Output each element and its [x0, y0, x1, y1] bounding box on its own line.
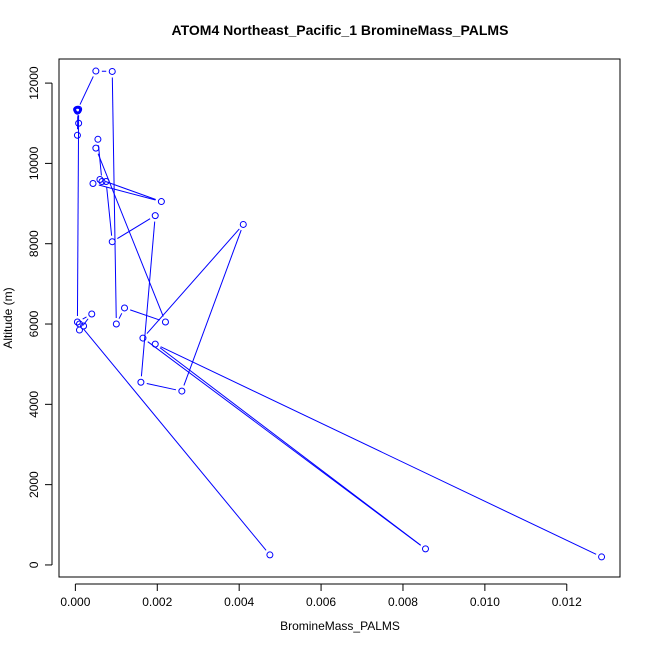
data-point [73, 318, 81, 326]
x-tick-label: 0.006 [306, 595, 336, 609]
data-point [157, 198, 165, 206]
series-line-segment [146, 228, 240, 334]
x-tick-label: 0.012 [552, 595, 582, 609]
y-tick-label: 2000 [27, 471, 41, 498]
y-tick-label: 8000 [27, 230, 41, 257]
series-line-segment [82, 316, 87, 320]
data-point [139, 334, 147, 342]
x-axis: 0.000 0.002 0.004 0.006 0.008 0.010 0.012 [60, 583, 582, 609]
data-point [421, 545, 429, 553]
data-point [151, 212, 159, 220]
chart-title: ATOM4 Northeast_Pacific_1 BromineMass_PA… [172, 22, 509, 38]
data-point [94, 135, 102, 143]
data-point [102, 177, 110, 185]
series-line-segment [106, 187, 113, 236]
data-point [598, 553, 606, 561]
y-tick-label: 0 [27, 561, 41, 568]
x-tick-label: 0.000 [60, 595, 90, 609]
series-line-segment [183, 229, 242, 386]
data-point [98, 177, 106, 185]
data-point [266, 551, 274, 559]
x-axis-label: BromineMass_PALMS [280, 619, 400, 633]
data-point [161, 318, 169, 326]
data-point [88, 310, 96, 318]
x-tick-label: 0.004 [224, 595, 254, 609]
series-line-segment [97, 145, 102, 176]
x-tick-label: 0.008 [388, 595, 418, 609]
series-line-segment [111, 77, 117, 319]
data-point [239, 220, 247, 228]
series-line-segment [160, 346, 597, 555]
y-tick-label: 6000 [27, 310, 41, 337]
data-point [73, 106, 81, 114]
data-point [108, 238, 116, 246]
series-line-segment [76, 115, 80, 317]
data-point [75, 119, 83, 127]
series-line-segment [159, 347, 422, 546]
series-line-segment [118, 313, 123, 319]
y-tick-label: 12000 [27, 66, 41, 100]
data-point [92, 144, 100, 152]
series-line-segment [79, 76, 94, 105]
data-point [121, 304, 129, 312]
y-tick-label: 4000 [27, 391, 41, 418]
data-point [151, 340, 159, 348]
data-point [75, 326, 83, 334]
series-line-segment [140, 221, 156, 377]
data-point [137, 378, 145, 386]
data-point [92, 67, 100, 75]
series-line-segment [82, 318, 89, 326]
data-point [108, 67, 116, 75]
y-axis: 0 2000 4000 6000 8000 10000 12000 [27, 66, 53, 568]
series-line-segment [117, 218, 151, 240]
data-point [80, 322, 88, 330]
y-axis-label: Altitude (m) [1, 287, 15, 348]
series-group [73, 67, 606, 561]
data-point [112, 320, 120, 328]
series-line-segment [130, 309, 160, 321]
x-tick-label: 0.010 [470, 595, 500, 609]
series-line-segment [146, 383, 177, 391]
data-point [89, 179, 97, 187]
series-line-segment [82, 328, 267, 551]
y-tick-label: 10000 [27, 146, 41, 180]
series-line-segment [98, 184, 156, 201]
x-tick-label: 0.002 [142, 595, 172, 609]
data-point [73, 131, 81, 139]
series-line-segment [105, 181, 156, 200]
plot-frame [58, 58, 621, 578]
data-point [178, 387, 186, 395]
data-point [96, 175, 104, 183]
